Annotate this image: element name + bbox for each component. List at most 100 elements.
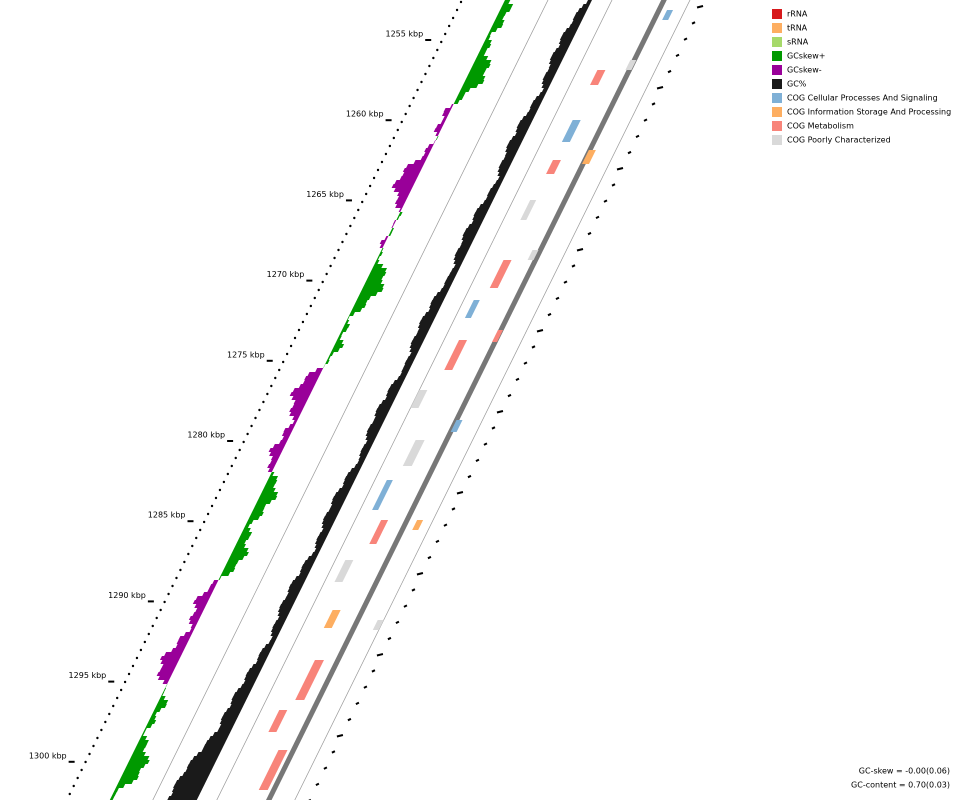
ruler-dot xyxy=(175,576,178,580)
ruler-dot xyxy=(135,656,139,660)
gc-skew-minus xyxy=(195,596,211,600)
outer-tick xyxy=(435,539,440,543)
gc-skew-plus xyxy=(348,312,355,316)
gc-skew-minus xyxy=(194,604,207,608)
gc-content xyxy=(558,44,571,48)
gc-content xyxy=(544,72,557,76)
gc-skew-plus xyxy=(248,516,260,520)
gc-skew-plus xyxy=(340,328,348,332)
gc-content xyxy=(464,228,480,232)
gc-skew-plus xyxy=(267,476,279,480)
gc-content xyxy=(453,260,464,264)
gc-content xyxy=(346,472,359,476)
gc-content xyxy=(516,124,531,128)
gc-content xyxy=(362,444,373,448)
ruler-dot xyxy=(230,464,233,468)
gene xyxy=(412,520,424,530)
gc-content xyxy=(274,620,286,624)
gc-skew-minus xyxy=(433,140,436,144)
gc-content xyxy=(294,576,308,580)
gc-skew-minus xyxy=(188,620,199,624)
outer-tick xyxy=(595,215,600,219)
gc-skew-plus xyxy=(329,352,334,356)
gc-content xyxy=(245,672,261,676)
outer-tick xyxy=(491,426,496,430)
ruler-dot xyxy=(341,240,344,244)
gc-skew-plus xyxy=(493,20,505,24)
ruler-dot xyxy=(289,344,293,348)
ruler-dot xyxy=(234,456,237,460)
ruler-dot xyxy=(451,16,455,20)
gc-content xyxy=(365,432,379,436)
gc-content xyxy=(303,560,316,564)
gc-content xyxy=(201,748,223,752)
gc-content xyxy=(185,768,213,772)
gc-content xyxy=(515,128,529,132)
gc-skew-plus xyxy=(135,744,148,748)
gc-content xyxy=(220,716,239,720)
gc-skew-plus xyxy=(499,8,512,12)
gc-content xyxy=(500,160,513,164)
gc-content xyxy=(270,636,278,640)
legend-label: tRNA xyxy=(787,24,808,33)
outer-tick xyxy=(667,69,672,74)
gc-skew-plus xyxy=(218,576,222,580)
legend-label: GCskew- xyxy=(787,66,822,75)
gc-content xyxy=(409,352,419,356)
ruler-dot xyxy=(218,488,222,492)
ruler-dot xyxy=(195,536,198,540)
gc-skew-plus xyxy=(323,364,326,368)
outer-tick xyxy=(323,766,328,770)
outer-tick xyxy=(403,604,408,608)
gc-content xyxy=(270,628,282,632)
gc-skew-minus xyxy=(269,460,278,464)
gc-skew-minus xyxy=(288,424,296,428)
gc-skew-plus xyxy=(163,688,167,692)
ruler-dot xyxy=(100,728,103,732)
legend-label: GC% xyxy=(787,80,807,89)
ruler-dot xyxy=(285,352,289,356)
gc-content xyxy=(508,140,523,144)
gc-content xyxy=(281,600,296,604)
ruler-dot xyxy=(459,0,463,4)
gene xyxy=(546,160,561,174)
ruler-dot xyxy=(250,424,253,428)
gc-content xyxy=(307,556,318,560)
gc-skew-minus xyxy=(292,416,300,420)
gc-skew-minus xyxy=(212,580,219,584)
gc-skew-plus xyxy=(331,348,340,352)
gc-skew-plus xyxy=(335,340,344,344)
gc-skew-minus xyxy=(406,164,424,168)
legend-swatch xyxy=(772,37,782,47)
gc-content xyxy=(428,308,440,312)
gc-content xyxy=(442,284,452,288)
gc-content xyxy=(497,172,508,176)
gc-content xyxy=(404,360,415,364)
gc-content xyxy=(366,428,381,432)
gc-content xyxy=(410,340,425,344)
ruler-dot xyxy=(274,376,277,380)
gc-content xyxy=(542,76,555,80)
gc-content xyxy=(344,476,357,480)
ruler-dot xyxy=(297,328,301,332)
gc-content xyxy=(321,524,334,528)
gc-content xyxy=(482,200,494,204)
gc-content xyxy=(478,204,492,208)
gc-skew-plus xyxy=(117,780,134,784)
ruler-dot xyxy=(281,360,285,364)
gc-skew-minus xyxy=(436,124,444,128)
gc-skew-minus xyxy=(267,468,274,472)
ruler-dot xyxy=(183,560,186,564)
gc-skew-plus xyxy=(123,768,142,772)
outer-tick xyxy=(475,458,480,462)
ruler-dot xyxy=(412,96,415,100)
legend-label: COG Poorly Characterized xyxy=(787,136,891,145)
ruler-dot xyxy=(115,696,119,700)
gc-content xyxy=(217,728,233,732)
gc-skew-minus xyxy=(160,660,179,664)
gc-content xyxy=(549,56,565,60)
gc-skew-minus xyxy=(423,152,430,156)
gc-skew-minus xyxy=(157,676,172,680)
gc-content xyxy=(412,336,427,340)
